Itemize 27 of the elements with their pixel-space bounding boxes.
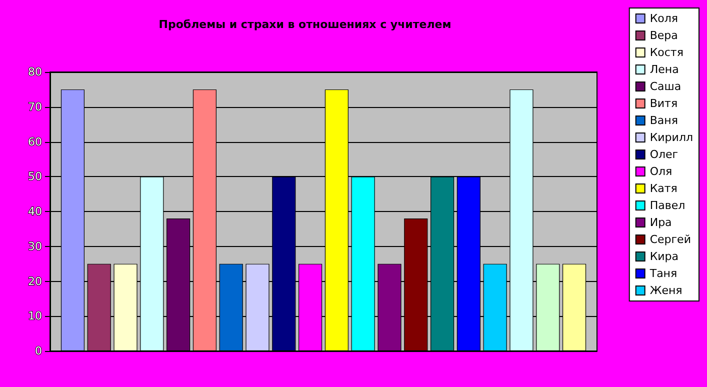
legend-label: Саша: [650, 80, 682, 93]
legend-label: Павел: [650, 199, 686, 212]
legend-label: Лена: [650, 63, 679, 76]
legend-label: Сергей: [650, 233, 691, 246]
legend-label: Олег: [650, 148, 678, 161]
legend-label: Кира: [650, 250, 679, 263]
legend-label: Костя: [650, 46, 684, 59]
legend-label: Катя: [650, 182, 678, 195]
y-tick-label: 60: [28, 135, 42, 148]
legend-label: Ира: [650, 216, 672, 229]
y-tick-label: 20: [28, 274, 42, 288]
legend-label: Оля: [650, 165, 672, 178]
y-tick-label: 0: [35, 344, 42, 358]
y-tick-label: 50: [28, 170, 42, 184]
y-tick-label: 70: [28, 100, 42, 114]
legend-label: Вера: [650, 29, 678, 42]
legend-label: Ваня: [650, 114, 678, 127]
legend-label: Кирилл: [650, 131, 694, 144]
legend-label: Коля: [650, 12, 678, 25]
legend-label: Витя: [650, 97, 678, 110]
legend-label: Таня: [648, 267, 678, 280]
chart-title: Проблемы и страхи в отношениях с учителем: [158, 18, 452, 31]
legend-label: Женя: [650, 284, 682, 297]
y-tick-label: 40: [28, 205, 42, 218]
y-tick-label: 10: [28, 310, 42, 323]
y-tick-label: 30: [28, 240, 42, 253]
y-tick-label: 80: [28, 66, 42, 78]
